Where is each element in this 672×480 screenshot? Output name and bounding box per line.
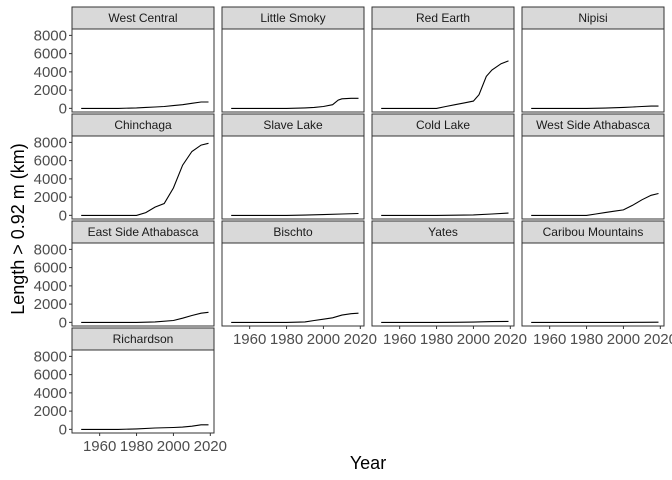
x-tick-label: 1960 <box>233 331 266 348</box>
panel-border <box>71 135 215 220</box>
facet-label: Yates <box>428 225 458 239</box>
x-tick-label: 2020 <box>194 438 227 455</box>
series-line <box>231 97 359 109</box>
panel-border <box>71 28 215 113</box>
facet-label: Red Earth <box>416 11 470 25</box>
x-tick-label: 2020 <box>644 331 672 348</box>
series-line <box>381 212 509 216</box>
x-axis-title: Year <box>350 453 386 473</box>
facet-panel: Slave Lake <box>221 113 365 220</box>
panel-border <box>371 28 515 113</box>
y-tick-label: 0 <box>59 207 67 224</box>
series-line <box>381 60 509 109</box>
facet-label: Chinchaga <box>114 118 172 132</box>
panel-border <box>521 135 665 220</box>
facet-label: Cold Lake <box>416 118 470 132</box>
facet-label: West Central <box>108 11 177 25</box>
series-line <box>531 192 659 216</box>
panel-border <box>221 28 365 113</box>
series-line <box>81 142 209 216</box>
x-tick-label: 2000 <box>307 331 340 348</box>
x-tick-label: 1980 <box>420 331 453 348</box>
y-tick-label: 2000 <box>34 296 67 313</box>
x-tick-label: 1960 <box>83 438 116 455</box>
x-tick-label: 2000 <box>457 331 490 348</box>
x-tick-label: 1980 <box>570 331 603 348</box>
y-tick-label: 4000 <box>34 171 67 188</box>
x-tick-label: 2000 <box>157 438 190 455</box>
y-tick-label: 4000 <box>34 64 67 81</box>
y-tick-label: 8000 <box>34 27 67 44</box>
y-tick-label: 6000 <box>34 260 67 277</box>
y-axis-title: Length > 0.92 m (km) <box>8 143 28 315</box>
y-tick-label: 8000 <box>34 348 67 365</box>
y-tick-label: 0 <box>59 314 67 331</box>
facet-label: East Side Athabasca <box>88 225 199 239</box>
x-tick-label: 2020 <box>344 331 377 348</box>
facet-label: West Side Athabasca <box>536 118 650 132</box>
series-line <box>81 311 209 323</box>
facet-panel: Red Earth <box>371 6 515 113</box>
series-line <box>81 424 209 430</box>
panel-border <box>371 242 515 327</box>
x-tick-label: 1960 <box>383 331 416 348</box>
panel-border <box>521 28 665 113</box>
y-tick-label: 4000 <box>34 385 67 402</box>
facet-panel: Little Smoky <box>221 6 365 113</box>
y-tick-label: 6000 <box>34 153 67 170</box>
facet-label: Nipisi <box>578 11 607 25</box>
facet-label: Caribou Mountains <box>543 225 644 239</box>
y-tick-label: 0 <box>59 100 67 117</box>
x-tick-label: 1960 <box>533 331 566 348</box>
series-line <box>231 312 359 323</box>
x-tick-label: 2020 <box>494 331 527 348</box>
x-tick-label: 1980 <box>270 331 303 348</box>
y-tick-label: 6000 <box>34 367 67 384</box>
y-tick-label: 4000 <box>34 278 67 295</box>
panel-border <box>371 135 515 220</box>
y-tick-label: 0 <box>59 421 67 438</box>
facet-label: Richardson <box>113 332 174 346</box>
facet-panel: West Side Athabasca <box>521 113 665 220</box>
facet-panel: Yates 1960 1980 2000 2020 <box>371 220 527 348</box>
panel-border <box>221 135 365 220</box>
facet-panel: Bischto 1960 1980 2000 2020 <box>221 220 377 348</box>
x-tick-label: 1980 <box>120 438 153 455</box>
series-line <box>531 105 659 109</box>
y-tick-label: 8000 <box>34 241 67 258</box>
y-tick-label: 8000 <box>34 134 67 151</box>
series-line <box>381 320 509 323</box>
panel-border <box>521 242 665 327</box>
series-line <box>81 101 209 109</box>
y-tick-label: 2000 <box>34 82 67 99</box>
panel-border <box>221 242 365 327</box>
facet-panel: Cold Lake <box>371 113 515 220</box>
series-line <box>231 212 359 216</box>
y-tick-label: 2000 <box>34 403 67 420</box>
y-tick-label: 2000 <box>34 189 67 206</box>
facet-label: Little Smoky <box>260 11 325 25</box>
panel-border <box>71 349 215 434</box>
y-tick-label: 6000 <box>34 46 67 63</box>
panel-border <box>71 242 215 327</box>
facet-label: Bischto <box>273 225 313 239</box>
facet-label: Slave Lake <box>263 118 323 132</box>
facet-panel: Nipisi <box>521 6 665 113</box>
x-tick-label: 2000 <box>607 331 640 348</box>
